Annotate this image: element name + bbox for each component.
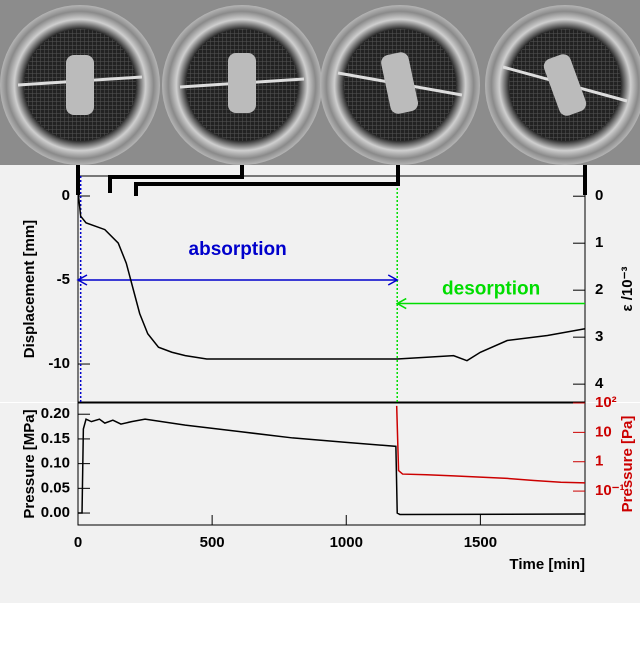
y2-tick-label: 10² [595,394,617,411]
y2-tick-label: 2 [595,281,603,298]
photo [485,5,640,165]
arrow-head [395,297,407,310]
lower-panel [0,403,640,603]
data-line [78,418,586,516]
y2-axis-label: ε /10⁻³ [619,266,636,311]
y-tick-label: 0.15 [41,430,70,447]
y-axis-label: Displacement [mm] [21,220,38,358]
y-tick-label: 0.20 [41,405,70,422]
x-tick-label: 0 [74,534,82,551]
y-tick-label: -5 [57,271,70,288]
x-tick-label: 500 [200,534,225,551]
plots: 0 -5 -10 0 1 2 3 4 Displacement [mm] ε /10⁻³ absor… [21,175,636,573]
photo [320,5,480,165]
y2-tick-label: 0 [595,187,603,204]
photo-strip [0,0,640,165]
x-tick-label: 1000 [330,534,363,551]
photo [162,5,322,165]
annotation-label: absorption [189,239,287,260]
upper-panel [0,165,640,402]
y-tick-label: 0 [62,187,70,204]
annotation-label: desorption [442,279,540,300]
y-tick-label: 0.10 [41,455,70,472]
y2-axis-label: Pressure [Pa] [619,416,636,513]
arrow-head [387,274,399,286]
arrow-head [76,274,88,286]
x-tick-label: 1500 [464,534,497,551]
y2-tick-label: 4 [595,375,604,392]
data-line [395,405,586,484]
x-axis-label: Time [min] [509,556,585,573]
y2-tick-label: 10 [595,423,612,440]
photo-brackets [76,165,587,196]
y2-tick-label: 3 [595,328,603,345]
y2-tick-label: 1 [595,453,603,470]
plot-frame [77,175,586,403]
data-line [77,190,586,362]
y-tick-label: -10 [48,355,70,372]
photo [0,5,160,165]
y2-tick-label: 10⁻¹ [595,482,625,499]
y-tick-label: 0.05 [41,479,70,496]
y-axis-label: Pressure [MPa] [21,409,38,518]
y-tick-label: 0.00 [41,504,70,521]
y2-tick-label: 1 [595,234,603,251]
